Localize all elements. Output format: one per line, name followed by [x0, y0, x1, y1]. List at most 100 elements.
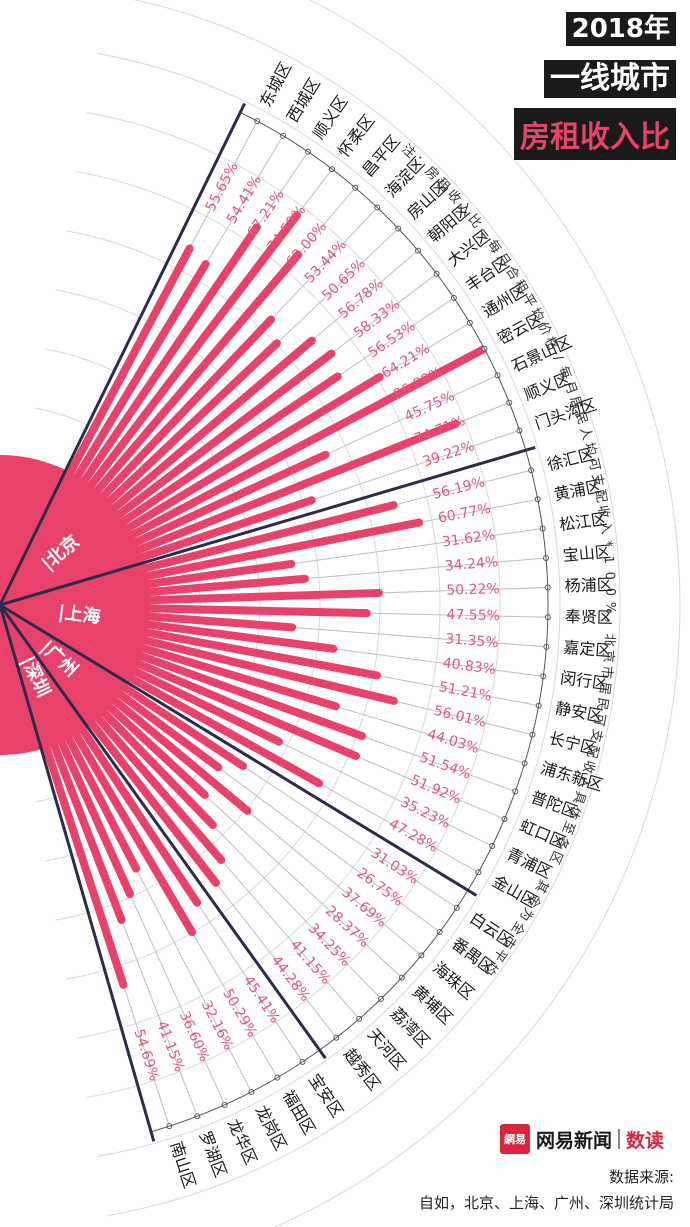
bar-浦东新区: [139, 644, 340, 711]
bar-丰台区: [120, 372, 342, 525]
bar-大兴区: [115, 349, 336, 519]
bar-宝山区: [145, 574, 310, 597]
guide-arc: [107, 0, 621, 1217]
chart-boundary: [0, 102, 246, 606]
bar-天河区: [94, 714, 226, 865]
note-char: 支: [587, 728, 604, 744]
bar-怀柔区: [86, 211, 302, 490]
note-char: 支: [588, 472, 605, 488]
bar-宝安区: [78, 726, 202, 907]
district-name-label: 宝山区: [562, 542, 611, 565]
bar-顺义区: [80, 223, 261, 485]
note-char: 居: [596, 681, 613, 696]
bar-福田区: [71, 730, 196, 937]
note-char: ，: [602, 617, 617, 630]
title-year: 2018年: [565, 12, 676, 46]
bar-长宁区: [141, 636, 398, 705]
value-label: 60.77%: [437, 501, 492, 527]
value-label: 56.19%: [431, 474, 487, 503]
value-label: 47.55%: [446, 607, 500, 624]
bar-番禺区: [116, 690, 223, 772]
bar-奉贤区: [145, 604, 371, 618]
city-divider: [0, 603, 478, 897]
note-char: ，: [539, 863, 558, 881]
note-char: 均: [581, 441, 599, 457]
value-label: 31.62%: [441, 527, 496, 550]
value-label: 40.83%: [442, 655, 497, 678]
note-char: 人: [576, 425, 594, 442]
bar-通州区: [124, 373, 384, 532]
bar-荔湾区: [100, 708, 217, 830]
bar-静安区: [143, 628, 381, 680]
value-label: 31.35%: [445, 631, 499, 651]
note-char: 每: [555, 364, 575, 382]
bar-西城区: [73, 260, 210, 481]
note-char: 入: [597, 520, 614, 535]
district-name-label: 龙华区: [224, 1116, 261, 1168]
district-name-label: 奉贤区: [565, 607, 613, 627]
note-char: 收: [579, 758, 597, 775]
bar-龙华区: [57, 737, 134, 899]
bar-黄浦区: [143, 518, 424, 581]
guide-arc: [65, 230, 381, 980]
guide-arc: [86, 112, 501, 1098]
note-char: 可: [585, 457, 603, 473]
title-line2: 一线城市: [544, 60, 676, 98]
district-name-label: 嘉定区: [563, 638, 612, 661]
bar-房山区: [105, 339, 281, 506]
bar-石景山区: [132, 450, 330, 547]
chart-boundary: [0, 604, 156, 1142]
note-char: 至: [559, 819, 578, 837]
bar-昌平区: [93, 250, 303, 495]
note-char: 格: [542, 334, 562, 353]
note-char: 配: [592, 488, 609, 503]
title-line3: 房租收入比: [514, 108, 676, 160]
district-name-label: 杨浦区: [564, 575, 613, 596]
netease-logo-icon: 網易: [500, 1124, 530, 1154]
note-char: 月: [561, 379, 580, 397]
note-char: 区: [546, 848, 565, 866]
note-char: 各: [552, 834, 572, 852]
note-char: 北: [601, 633, 617, 647]
note-char: 1: [601, 555, 617, 564]
note-char: 可: [591, 712, 608, 728]
guide-arc: [97, 53, 561, 1157]
bar-东城区: [66, 244, 194, 477]
value-label: 51.21%: [438, 679, 493, 705]
bar-闵行区: [144, 620, 338, 653]
note-char: 其: [532, 877, 551, 895]
bar-门头沟区: [138, 496, 316, 562]
note-char: 0: [602, 571, 617, 580]
note-char: 体: [564, 804, 583, 821]
source-label: 数据来源:: [608, 1168, 674, 1186]
bar-黄埔区: [105, 702, 209, 799]
note-char: 民: [593, 696, 610, 711]
guide-arc: [273, 0, 681, 1227]
value-label: 50.22%: [446, 581, 500, 599]
bar-罗湖区: [50, 740, 126, 925]
district-name-label: 福田区: [279, 1087, 320, 1138]
bar-顺义区: [135, 419, 460, 554]
note-char: 入: [575, 774, 593, 791]
note-char: 居: [566, 394, 584, 411]
bar-嘉定区: [145, 612, 297, 632]
value-label: 34.24%: [444, 554, 499, 575]
note-char: /: [550, 353, 566, 364]
note-char: 京: [600, 649, 616, 663]
district-name-label: 南山区: [167, 1139, 200, 1191]
guide-arc: [76, 171, 441, 1039]
bar-青浦区: [130, 666, 283, 746]
note-char: 平: [519, 292, 538, 311]
note-char: *: [599, 540, 615, 548]
note-char: 配: [583, 743, 601, 759]
source-text: 自如，北京、上海、广州、深圳统计局: [418, 1194, 674, 1212]
city-divider: [0, 445, 536, 607]
brand-divider: [618, 1129, 621, 1149]
value-label: 56.01%: [432, 703, 488, 731]
bar-普陀区: [137, 652, 367, 740]
brand-name: 网易新闻: [536, 1129, 613, 1152]
bar-海珠区: [111, 696, 252, 815]
bar-杨浦区: [145, 588, 383, 605]
district-name-label: 罗湖区: [195, 1128, 230, 1180]
